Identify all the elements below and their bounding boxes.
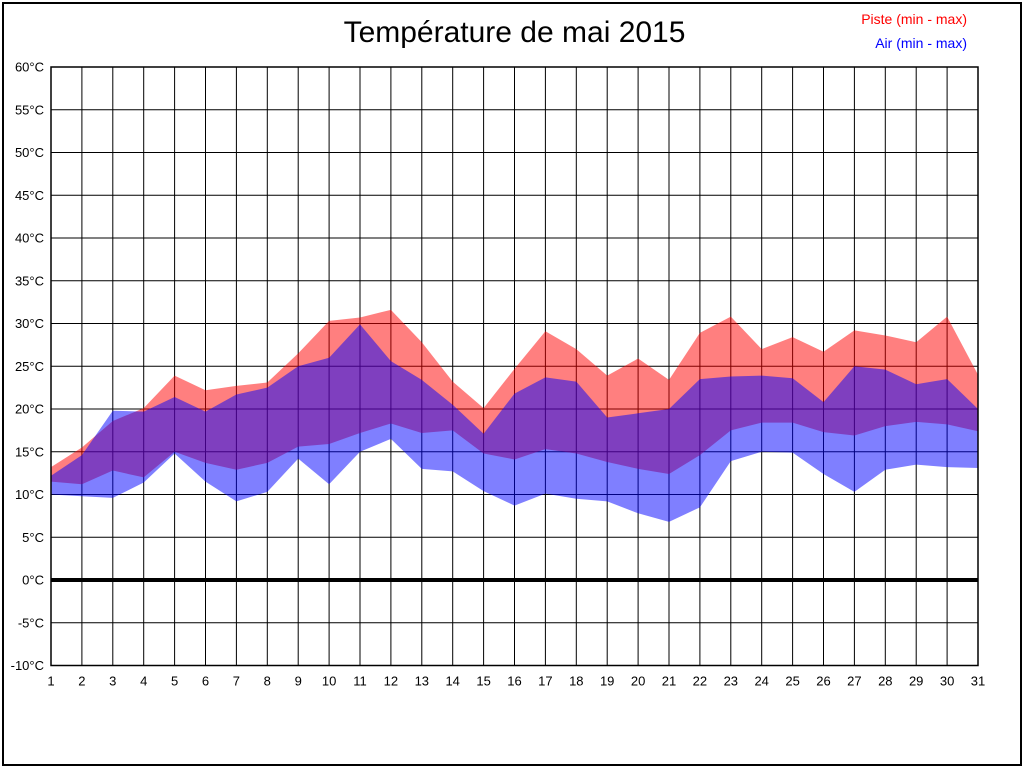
y-axis-tick-label: 0°C xyxy=(22,573,44,588)
y-axis-tick-label: 60°C xyxy=(15,60,44,75)
x-axis-tick-label: 18 xyxy=(569,674,583,689)
y-axis-tick-label: -10°C xyxy=(11,658,44,673)
x-axis-tick-label: 11 xyxy=(353,674,367,689)
y-axis-tick-label: 5°C xyxy=(22,530,44,545)
y-axis-tick-label: 25°C xyxy=(15,359,44,374)
x-axis-tick-label: 27 xyxy=(847,674,861,689)
plot-frame xyxy=(50,66,979,667)
x-axis-tick-label: 20 xyxy=(631,674,645,689)
x-axis-tick-label: 16 xyxy=(507,674,521,689)
y-axis-tick-label: 15°C xyxy=(15,444,44,459)
x-axis-tick-label: 23 xyxy=(724,674,738,689)
x-axis-tick-label: 31 xyxy=(971,674,985,689)
legend-item-air: Air (min - max) xyxy=(875,36,967,50)
x-axis-tick-label: 24 xyxy=(754,674,768,689)
x-axis-tick-label: 14 xyxy=(445,674,459,689)
x-axis-tick-label: 15 xyxy=(476,674,490,689)
x-axis-tick-label: 13 xyxy=(415,674,429,689)
x-axis-tick-label: 29 xyxy=(909,674,923,689)
x-axis-tick-label: 25 xyxy=(785,674,799,689)
x-axis-tick-label: 4 xyxy=(140,674,147,689)
x-axis-tick-label: 10 xyxy=(322,674,336,689)
x-axis-tick-label: 1 xyxy=(47,674,54,689)
x-axis-tick-label: 5 xyxy=(171,674,178,689)
x-axis-tick-label: 26 xyxy=(816,674,830,689)
x-axis-tick-label: 19 xyxy=(600,674,614,689)
y-axis-tick-label: 55°C xyxy=(15,102,44,117)
y-axis-tick-label: -5°C xyxy=(18,615,44,630)
air-band xyxy=(51,324,978,522)
y-axis-tick-label: 30°C xyxy=(15,316,44,331)
legend-item-piste: Piste (min - max) xyxy=(861,12,967,26)
legend-air-label: Air (min - max) xyxy=(875,35,967,51)
y-axis-tick-label: 10°C xyxy=(15,487,44,502)
x-axis-tick-label: 28 xyxy=(878,674,892,689)
x-axis-tick-label: 3 xyxy=(109,674,116,689)
x-axis-tick-label: 21 xyxy=(662,674,676,689)
legend-piste-label: Piste (min - max) xyxy=(861,11,967,27)
x-axis-tick-label: 30 xyxy=(940,674,954,689)
y-axis-tick-label: 35°C xyxy=(15,273,44,288)
chart-title: Température de mai 2015 xyxy=(343,16,686,49)
y-axis-tick-label: 20°C xyxy=(15,402,44,417)
y-axis-tick-label: 40°C xyxy=(15,231,44,246)
x-axis-tick-label: 9 xyxy=(295,674,302,689)
x-axis-tick-label: 2 xyxy=(78,674,85,689)
y-axis-tick-label: 50°C xyxy=(15,145,44,160)
x-axis-tick-label: 6 xyxy=(202,674,209,689)
y-axis-tick-label: 45°C xyxy=(15,188,44,203)
x-axis-tick-label: 22 xyxy=(693,674,707,689)
x-axis-tick-label: 17 xyxy=(538,674,552,689)
x-axis-tick-label: 7 xyxy=(233,674,240,689)
x-axis-tick-label: 8 xyxy=(264,674,271,689)
x-axis-tick-label: 12 xyxy=(384,674,398,689)
